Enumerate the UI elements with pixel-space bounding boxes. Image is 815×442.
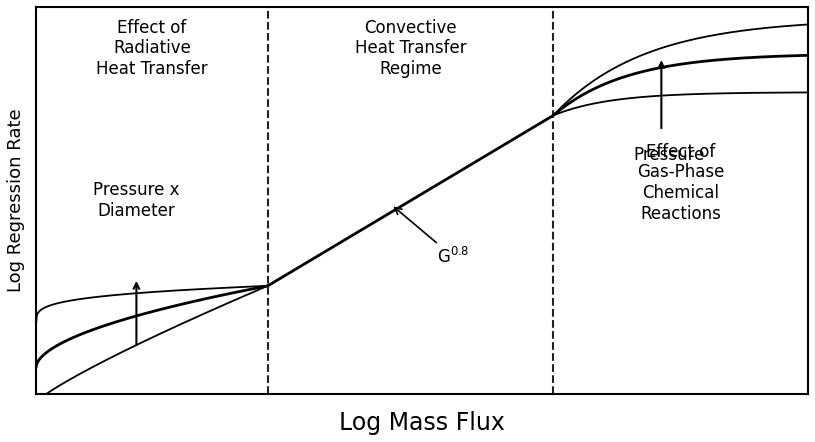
Text: Effect of
Radiative
Heat Transfer: Effect of Radiative Heat Transfer [96,19,208,78]
Text: G$^{0.8}$: G$^{0.8}$ [394,208,469,267]
Text: Effect of
Gas-Phase
Chemical
Reactions: Effect of Gas-Phase Chemical Reactions [637,143,725,223]
Y-axis label: Log Regression Rate: Log Regression Rate [7,109,25,293]
Text: Pressure x
Diameter: Pressure x Diameter [93,181,179,220]
X-axis label: Log Mass Flux: Log Mass Flux [339,411,505,435]
Text: Pressure: Pressure [633,146,705,164]
Text: Convective
Heat Transfer
Regime: Convective Heat Transfer Regime [355,19,466,78]
